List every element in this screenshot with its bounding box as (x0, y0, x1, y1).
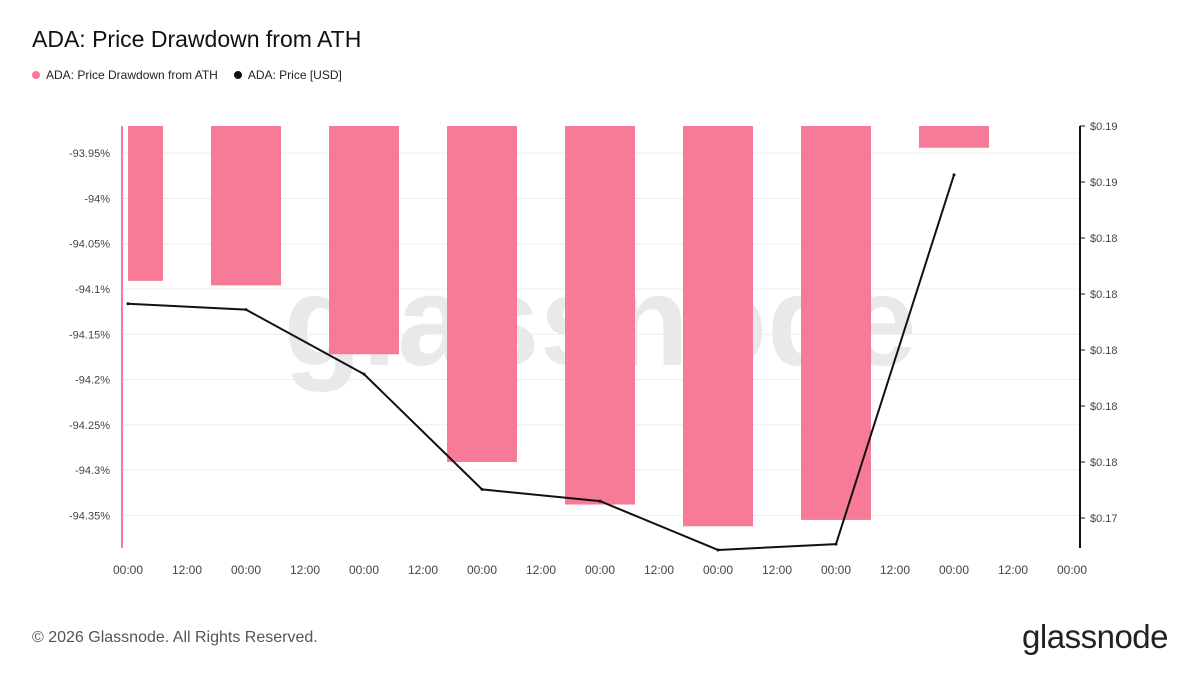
x-axis-ticks: 00:00 12:00 00:00 12:00 00:00 12:00 00:00 12:00… (113, 563, 1087, 577)
x-tick-label: 00:00 (821, 563, 851, 577)
x-tick-label: 00:00 (1057, 563, 1087, 577)
left-tick-label: -94.05% (69, 239, 110, 251)
legend-marker-price (233, 71, 242, 79)
drawdown-bars (128, 126, 989, 527)
x-tick-label: 00:00 (939, 563, 969, 577)
x-tick-label: 00:00 (231, 563, 261, 577)
x-tick-label: 12:00 (644, 563, 674, 577)
left-tick-label: -93.95% (69, 148, 110, 160)
legend: ADA: Price Drawdown from ATH ADA: Price … (32, 68, 342, 82)
left-tick-label: -94.3% (75, 465, 110, 477)
price-point[interactable] (598, 499, 602, 503)
left-tick-label: -94.25% (69, 420, 110, 432)
left-tick-label: -94% (84, 193, 110, 205)
legend-label-drawdown: ADA: Price Drawdown from ATH (46, 68, 218, 82)
price-line (126, 173, 956, 552)
x-tick-label: 00:00 (349, 563, 379, 577)
legend-marker-drawdown (32, 71, 40, 79)
price-point[interactable] (362, 372, 366, 376)
price-point[interactable] (952, 173, 956, 177)
right-tick-label: $0.19 (1090, 121, 1118, 133)
right-tick-label: $0.18 (1090, 345, 1118, 357)
drawdown-bar[interactable] (801, 126, 871, 520)
drawdown-bar[interactable] (683, 126, 753, 527)
drawdown-bar[interactable] (919, 126, 989, 148)
copyright-text: © 2026 Glassnode. All Rights Reserved. (32, 629, 318, 646)
x-tick-label: 12:00 (762, 563, 792, 577)
right-tick-label: $0.17 (1090, 513, 1118, 525)
drawdown-bar[interactable] (329, 126, 399, 355)
brand-logo[interactable]: glassnode (1022, 618, 1168, 655)
x-tick-label: 00:00 (113, 563, 143, 577)
price-series-line[interactable] (127, 174, 955, 551)
price-point[interactable] (834, 542, 838, 546)
left-axis-ticks: -93.95% -94% -94.05% -94.1% -94.15% -94.2% -94… (69, 148, 110, 522)
drawdown-bar[interactable] (447, 126, 517, 462)
price-point[interactable] (244, 308, 248, 312)
legend-item-drawdown[interactable]: ADA: Price Drawdown from ATH (32, 68, 218, 82)
right-tick-label: $0.18 (1090, 233, 1118, 245)
chart-title: ADA: Price Drawdown from ATH (32, 26, 362, 52)
x-tick-label: 00:00 (585, 563, 615, 577)
x-tick-label: 00:00 (467, 563, 497, 577)
right-tick-label: $0.18 (1090, 401, 1118, 413)
legend-label-price: ADA: Price [USD] (247, 68, 342, 82)
x-tick-label: 12:00 (172, 563, 202, 577)
legend-item-price[interactable]: ADA: Price [USD] (233, 68, 342, 82)
drawdown-bar[interactable] (211, 126, 281, 286)
price-point[interactable] (126, 302, 130, 306)
left-tick-label: -94.35% (69, 510, 110, 522)
x-tick-label: 12:00 (880, 563, 910, 577)
drawdown-bar[interactable] (128, 126, 163, 281)
right-tick-label: $0.18 (1090, 457, 1118, 469)
axes (121, 126, 1081, 548)
left-tick-label: -94.15% (69, 329, 110, 341)
x-tick-label: 00:00 (703, 563, 733, 577)
x-tick-label: 12:00 (526, 563, 556, 577)
x-tick-label: 12:00 (408, 563, 438, 577)
x-tick-label: 12:00 (290, 563, 320, 577)
drawdown-bar[interactable] (565, 126, 635, 505)
right-tick-label: $0.18 (1090, 289, 1118, 301)
price-point[interactable] (480, 487, 484, 491)
x-tick-label: 12:00 (998, 563, 1028, 577)
price-point[interactable] (716, 548, 720, 552)
left-tick-label: -94.2% (75, 375, 110, 387)
left-tick-label: -94.1% (75, 284, 110, 296)
right-axis-ticks: $0.19 $0.19 $0.18 $0.18 $0.18 $0.18 $0.18 $0.17 (1080, 121, 1118, 525)
right-tick-label: $0.19 (1090, 177, 1118, 189)
